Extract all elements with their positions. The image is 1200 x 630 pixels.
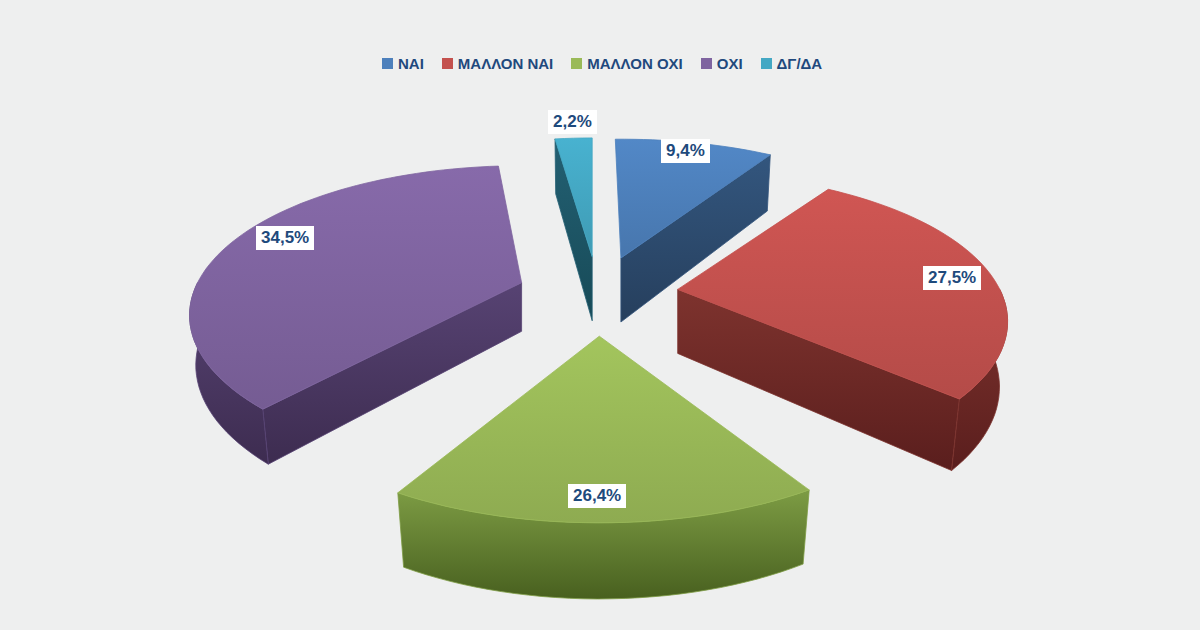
value-label-rather-yes: 27,5%: [923, 266, 981, 290]
legend-label-dk-da: ΔΓ/ΔΑ: [777, 55, 823, 72]
value-label-dk-da: 2,2%: [548, 110, 597, 134]
legend-label-yes: ΝΑΙ: [398, 55, 424, 72]
legend-item-no[interactable]: ΟΧΙ: [701, 55, 743, 72]
chart-legend: ΝΑΙ ΜΑΛΛΟΝ ΝΑΙ ΜΑΛΛΟΝ ΟΧΙ ΟΧΙ ΔΓ/ΔΑ: [382, 55, 822, 72]
legend-item-rather-no[interactable]: ΜΑΛΛΟΝ ΟΧΙ: [571, 55, 682, 72]
legend-swatch-dk-da: [761, 58, 772, 69]
legend-item-rather-yes[interactable]: ΜΑΛΛΟΝ ΝΑΙ: [442, 55, 553, 72]
legend-swatch-yes: [382, 58, 393, 69]
legend-label-rather-yes: ΜΑΛΛΟΝ ΝΑΙ: [458, 55, 553, 72]
value-label-no: 34,5%: [256, 226, 314, 250]
legend-item-yes[interactable]: ΝΑΙ: [382, 55, 424, 72]
value-label-rather-no: 26,4%: [568, 484, 626, 508]
legend-swatch-rather-no: [571, 58, 582, 69]
legend-swatch-rather-yes: [442, 58, 453, 69]
legend-label-no: ΟΧΙ: [717, 55, 743, 72]
legend-item-dk-da[interactable]: ΔΓ/ΔΑ: [761, 55, 823, 72]
value-label-yes: 9,4%: [661, 139, 710, 163]
pie-chart: [0, 0, 1200, 630]
legend-swatch-no: [701, 58, 712, 69]
legend-label-rather-no: ΜΑΛΛΟΝ ΟΧΙ: [587, 55, 682, 72]
